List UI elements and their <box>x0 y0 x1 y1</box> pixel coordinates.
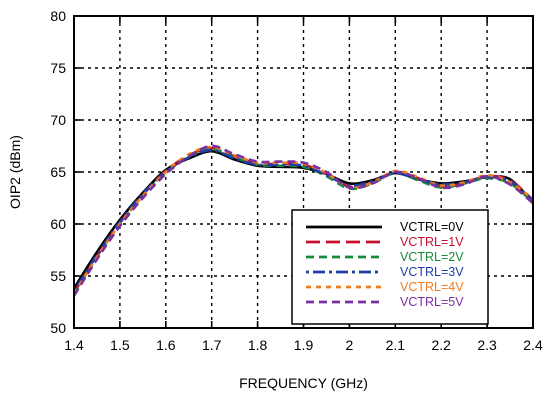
series-line-vctrl-2 <box>72 147 534 296</box>
x-tick-label: 2.4 <box>523 337 543 353</box>
y-tick-label: 50 <box>50 320 66 336</box>
y-tick-label: 70 <box>50 112 66 128</box>
legend-entry: VCTRL=2V <box>400 250 464 264</box>
x-tick-label: 2.1 <box>386 337 406 353</box>
x-tick-label: 2.3 <box>477 337 497 353</box>
y-axis-label: OIP2 (dBm) <box>7 135 23 209</box>
x-tick-label: 2 <box>346 337 354 353</box>
x-tick-label: 1.9 <box>294 337 314 353</box>
legend-entry: VCTRL=4V <box>400 280 464 294</box>
legend-entry: VCTRL=0V <box>400 220 464 234</box>
x-tick-label: 1.6 <box>156 337 176 353</box>
x-tick-label: 2.2 <box>431 337 451 353</box>
y-tick-label: 65 <box>50 164 66 180</box>
y-tick-label: 55 <box>50 268 66 284</box>
x-tick-label: 1.4 <box>64 337 84 353</box>
y-tick-label: 75 <box>50 60 66 76</box>
y-tick-label: 80 <box>50 8 66 24</box>
plot-frame <box>73 15 534 329</box>
legend-entry: VCTRL=1V <box>400 235 464 249</box>
legend-entry: VCTRL=3V <box>400 265 464 279</box>
x-tick-label: 1.8 <box>248 337 268 353</box>
legend-entry: VCTRL=5V <box>400 295 464 309</box>
series-group <box>72 144 534 297</box>
series-line-vctrl-5 <box>72 144 534 297</box>
x-axis-label: FREQUENCY (GHz) <box>239 375 368 391</box>
x-tick-label: 1.7 <box>202 337 222 353</box>
y-tick-label: 60 <box>50 216 66 232</box>
x-tick-label: 1.5 <box>110 337 130 353</box>
legend-box <box>291 209 489 325</box>
legend: VCTRL=0VVCTRL=1VVCTRL=2VVCTRL=3VVCTRL=4V… <box>291 209 489 325</box>
grid-lines <box>74 16 533 328</box>
